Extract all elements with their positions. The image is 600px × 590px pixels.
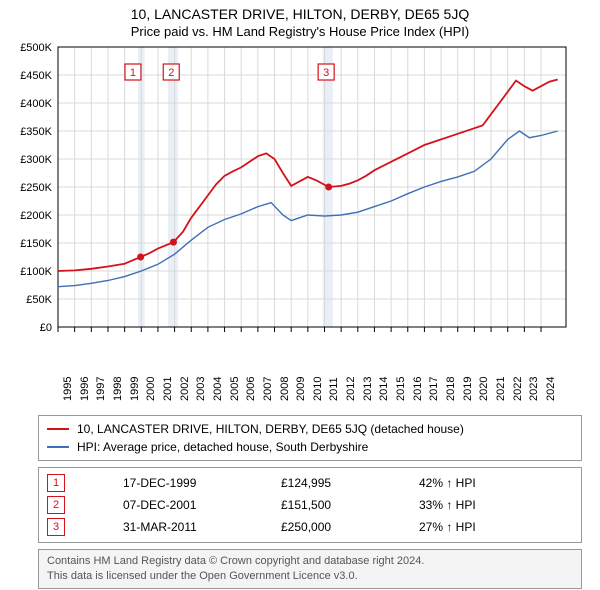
x-tick-label: 1999 [129,377,141,401]
x-tick-label: 2017 [428,377,440,401]
x-tick-label: 2003 [195,377,207,401]
price-chart-svg: £0 £50K £100K £150K £200K £250K £300K £350K £400… [10,39,570,369]
x-tick-label: 2014 [378,377,390,401]
legend-box: 10, LANCASTER DRIVE, HILTON, DERBY, DE65… [38,415,582,461]
svg-text:£200K: £200K [20,210,52,222]
svg-text:£400K: £400K [20,98,52,110]
legend-row: 10, LANCASTER DRIVE, HILTON, DERBY, DE65… [47,420,573,438]
footer-line-1: Contains HM Land Registry data © Crown c… [47,554,573,569]
events-table: 1 17-DEC-1999 £124,995 42% ↑ HPI 2 07-DEC-200… [38,467,582,543]
legend-swatch [47,428,69,430]
svg-text:£0: £0 [40,322,52,334]
x-tick-label: 2016 [412,377,424,401]
event-date: 07-DEC-2001 [123,498,233,512]
x-tick-label: 2010 [312,377,324,401]
event-marker-icon: 2 [47,496,65,514]
legend-label: 10, LANCASTER DRIVE, HILTON, DERBY, DE65… [77,422,464,436]
x-tick-label: 2000 [145,377,157,401]
legend-label: HPI: Average price, detached house, Sout… [77,440,368,454]
chart-title-sub: Price paid vs. HM Land Registry's House … [0,24,600,39]
x-tick-label: 2011 [328,377,340,401]
x-tick-label: 2024 [545,377,557,401]
x-tick-label: 2021 [495,377,507,401]
x-tick-label: 2013 [362,377,374,401]
event-marker-icon: 3 [47,518,65,536]
event-row: 1 17-DEC-1999 £124,995 42% ↑ HPI [47,472,573,494]
event-marker-icon: 1 [47,474,65,492]
attribution-footer: Contains HM Land Registry data © Crown c… [38,549,582,589]
event-delta: 27% ↑ HPI [419,520,476,534]
svg-text:3: 3 [323,67,329,79]
x-tick-label: 1997 [95,377,107,401]
svg-text:£250K: £250K [20,182,52,194]
event-price: £250,000 [281,520,371,534]
svg-text:£150K: £150K [20,238,52,250]
svg-text:£450K: £450K [20,70,52,82]
x-axis-labels: 1995 1996 1997 1998 1999 2000 2001 2002 2003 2004… [10,369,590,409]
x-tick-label: 1995 [62,377,74,401]
event-row: 2 07-DEC-2001 £151,500 33% ↑ HPI [47,494,573,516]
x-tick-label: 2019 [462,377,474,401]
svg-text:2: 2 [168,67,174,79]
chart-area: £0 £50K £100K £150K £200K £250K £300K £350K £400… [10,39,590,409]
x-tick-label: 2018 [445,377,457,401]
event-row: 3 31-MAR-2011 £250,000 27% ↑ HPI [47,516,573,538]
x-tick-label: 2020 [478,377,490,401]
x-tick-label: 2002 [179,377,191,401]
event-delta: 33% ↑ HPI [419,498,476,512]
svg-text:£50K: £50K [26,294,52,306]
x-tick-label: 2006 [245,377,257,401]
event-date: 31-MAR-2011 [123,520,233,534]
event-price: £151,500 [281,498,371,512]
svg-text:1: 1 [130,67,136,79]
event-price: £124,995 [281,476,371,490]
x-tick-label: 2023 [528,377,540,401]
svg-text:£300K: £300K [20,154,52,166]
x-tick-label: 2004 [212,377,224,401]
svg-text:£500K: £500K [20,42,52,54]
event-date: 17-DEC-1999 [123,476,233,490]
x-tick-label: 2008 [279,377,291,401]
x-tick-label: 2012 [345,377,357,401]
x-tick-label: 2007 [262,377,274,401]
x-tick-label: 1996 [79,377,91,401]
legend-swatch [47,446,69,448]
x-tick-label: 2015 [395,377,407,401]
x-tick-label: 2001 [162,377,174,401]
event-delta: 42% ↑ HPI [419,476,476,490]
footer-line-2: This data is licensed under the Open Gov… [47,569,573,584]
x-tick-label: 1998 [112,377,124,401]
x-tick-label: 2022 [512,377,524,401]
chart-title-address: 10, LANCASTER DRIVE, HILTON, DERBY, DE65… [0,6,600,22]
chart-titles: 10, LANCASTER DRIVE, HILTON, DERBY, DE65… [0,0,600,39]
x-tick-label: 2005 [229,377,241,401]
legend-row: HPI: Average price, detached house, Sout… [47,438,573,456]
x-tick-label: 2009 [295,377,307,401]
svg-text:£100K: £100K [20,266,52,278]
svg-text:£350K: £350K [20,126,52,138]
